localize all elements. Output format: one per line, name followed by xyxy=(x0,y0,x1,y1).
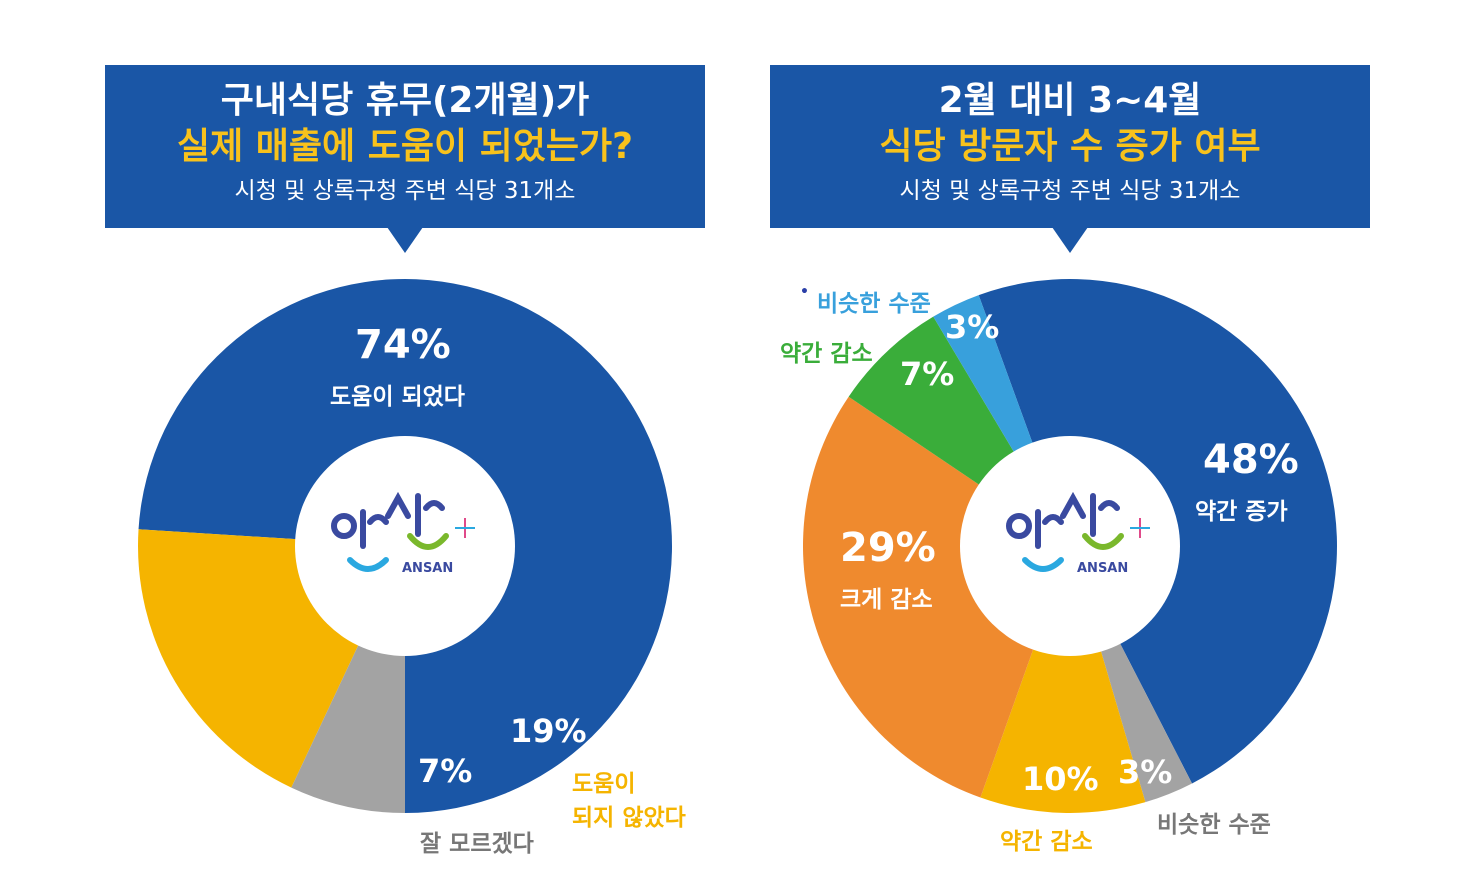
right-title-box: 2월 대비 3~4월 식당 방문자 수 증가 여부 시청 및 상록구청 주변 식… xyxy=(770,65,1370,228)
left-label-2: 잘 모르겠다 xyxy=(420,831,534,857)
left-title: 구내식당 휴무(2개월)가 xyxy=(220,80,590,121)
left-pointer xyxy=(387,227,423,253)
right-pct-0: 48% xyxy=(1203,437,1299,483)
right-title: 2월 대비 3~4월 xyxy=(938,80,1202,121)
ansan-logo-icon: ANSAN xyxy=(331,491,475,576)
left-label-1-line2: 되지 않았다 xyxy=(572,805,686,831)
right-label-3: 크게 감소 xyxy=(840,587,933,613)
chart-1-hole xyxy=(960,436,1180,656)
left-title-box: 구내식당 휴무(2개월)가 실제 매출에 도움이 되었는가? 시청 및 상록구청… xyxy=(105,65,705,228)
right-label-2: 약간 감소 xyxy=(1000,829,1093,855)
right-pct-2: 10% xyxy=(1022,760,1099,798)
left-title-highlight: 실제 매출에 도움이 되었는가? xyxy=(177,126,633,167)
ansan-logo-right: ANSAN xyxy=(1005,488,1155,578)
ansan-logo-icon: ANSAN xyxy=(1006,491,1150,576)
right-label-5: • 비슷한 수준 xyxy=(800,284,931,317)
right-label-4: 약간 감소 xyxy=(780,341,873,367)
chart-1-slice-2 xyxy=(980,546,1146,813)
left-label-1-line1: 도움이 xyxy=(572,771,636,797)
right-label-0: 약간 증가 xyxy=(1195,499,1288,525)
right-pct-5: 3% xyxy=(945,308,1000,346)
right-pointer xyxy=(1052,227,1088,253)
right-pct-1: 3% xyxy=(1118,753,1173,791)
right-pct-4: 7% xyxy=(900,355,955,393)
right-label-1: 비슷한 수준 xyxy=(1157,812,1271,838)
right-title-highlight: 식당 방문자 수 증가 여부 xyxy=(879,126,1261,167)
left-label-0: 도움이 되었다 xyxy=(330,384,465,410)
right-subtitle: 시청 및 상록구청 주변 식당 31개소 xyxy=(899,178,1241,204)
right-label-5-text: 비슷한 수준 xyxy=(816,291,931,317)
logo-text: ANSAN xyxy=(1077,561,1128,576)
left-pct-0: 74% xyxy=(355,322,451,368)
right-pct-3: 29% xyxy=(840,525,936,571)
left-subtitle: 시청 및 상록구청 주변 식당 31개소 xyxy=(234,178,576,204)
left-pct-2: 7% xyxy=(418,752,473,790)
chart-1-slice-3 xyxy=(802,396,1070,798)
logo-text: ANSAN xyxy=(402,561,453,576)
chart-0-hole xyxy=(295,436,515,656)
left-pct-1: 19% xyxy=(510,712,587,750)
ansan-logo: ANSAN xyxy=(330,488,480,578)
